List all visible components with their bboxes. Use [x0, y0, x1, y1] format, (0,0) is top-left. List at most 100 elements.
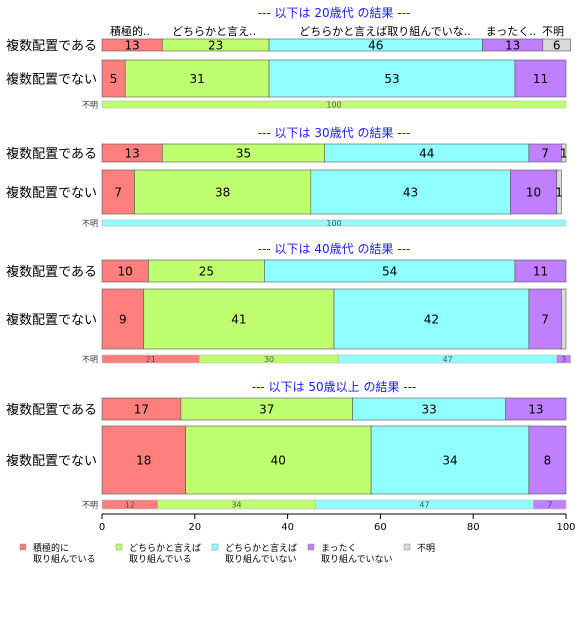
- bar-seg-2-1-2: [333, 288, 530, 350]
- bar-label-0-1-2: 53: [384, 72, 399, 86]
- bar-seg-1-1-4: [556, 169, 562, 215]
- bar-label-3-0-1: 37: [259, 403, 274, 417]
- bar-label-1-1-2: 43: [403, 186, 418, 200]
- x-tick-label-1: 20: [188, 522, 201, 533]
- bar-label-3-2-2: 47: [419, 501, 429, 510]
- bar-seg-1-0-4: [561, 143, 567, 163]
- column-header-2: どちらかと言えば取り組んでいな..: [299, 25, 470, 38]
- row-label-3-1: 複数配置でない: [6, 453, 97, 469]
- bar-label-2-2-2: 47: [443, 355, 453, 364]
- row-label-2-2: 不明: [82, 355, 98, 364]
- bar-label-1-2-2: 100: [326, 219, 341, 228]
- bar-label-1-1-0: 7: [114, 186, 122, 200]
- bar-label-3-0-0: 17: [134, 403, 149, 417]
- row-label-3-0: 複数配置である: [6, 402, 97, 418]
- legend-swatch-4: [403, 543, 411, 551]
- bar-seg-1-1-1: [134, 169, 312, 215]
- legend-label-0-0: 積極的に: [33, 542, 69, 554]
- bar-label-3-0-2: 33: [421, 403, 436, 417]
- bar-label-1-1-4: 1: [555, 186, 563, 200]
- row-label-0-2: 不明: [82, 101, 98, 110]
- row-label-2-1: 複数配置でない: [6, 312, 97, 328]
- column-header-0: 積極的..: [110, 24, 150, 38]
- group-title-0: --- 以下は 20歳代 の結果 ---: [258, 6, 411, 20]
- bar-label-1-0-3: 7: [541, 147, 549, 161]
- x-tick-label-5: 100: [556, 522, 575, 533]
- bar-label-0-0-4: 6: [553, 39, 561, 53]
- group-title-3: --- 以下は 50歳以上 の結果 ---: [252, 380, 417, 394]
- bar-seg-2-1-1: [143, 288, 335, 350]
- legend-label-3-0: まったく: [321, 543, 357, 554]
- bar-label-0-1-3: 11: [533, 72, 548, 86]
- bar-seg-3-1-0: [101, 425, 186, 495]
- bar-label-1-1-1: 38: [215, 186, 230, 200]
- bar-label-2-0-1: 25: [199, 265, 214, 279]
- bar-label-2-1-2: 42: [424, 313, 439, 327]
- bar-seg-3-1-1: [185, 425, 372, 495]
- x-tick-label-0: 0: [99, 522, 105, 533]
- x-tick-label-2: 40: [281, 522, 294, 533]
- bar-label-3-1-0: 18: [136, 454, 151, 468]
- legend-swatch-1: [115, 543, 123, 551]
- legend-label-1-0: どちらかと言えば: [129, 542, 201, 554]
- bar-label-1-0-2: 44: [419, 147, 434, 161]
- bar-label-0-2-1: 100: [326, 101, 341, 110]
- legend-label-2-1: 取り組んでいない: [225, 553, 297, 565]
- bar-label-1-1-3: 10: [526, 186, 541, 200]
- row-label-3-2: 不明: [82, 501, 98, 510]
- bar-seg-2-1-4: [561, 288, 567, 350]
- bar-label-3-1-3: 8: [544, 454, 552, 468]
- x-tick-label-4: 80: [467, 522, 480, 533]
- bar-seg-0-1-2: [268, 59, 516, 98]
- row-label-0-1: 複数配置でない: [6, 72, 97, 88]
- legend-swatch-3: [307, 543, 315, 551]
- bar-label-2-2-0: 21: [146, 355, 156, 364]
- bar-label-3-1-2: 34: [442, 454, 457, 468]
- bar-label-3-2-1: 34: [231, 501, 241, 510]
- bar-label-0-1-1: 31: [189, 72, 204, 86]
- legend-label-3-1: 取り組んでいない: [321, 553, 393, 565]
- bar-seg-0-1-1: [124, 59, 270, 98]
- legend-swatch-2: [211, 543, 219, 551]
- bar-label-0-0-2: 46: [368, 39, 383, 53]
- bar-seg-0-0-4: [542, 38, 571, 52]
- bar-seg-1-1-0: [101, 169, 135, 215]
- bar-label-3-0-3: 13: [528, 403, 543, 417]
- legend-label-4-0: 不明: [417, 543, 435, 554]
- row-label-0-0: 複数配置である: [6, 38, 97, 54]
- bar-label-2-2-3: 3: [561, 355, 566, 364]
- bar-label-3-1-1: 40: [271, 454, 286, 468]
- bar-label-2-1-0: 9: [119, 313, 127, 327]
- bar-seg-1-1-3: [510, 169, 558, 215]
- row-label-1-0: 複数配置である: [6, 146, 97, 162]
- legend-label-0-1: 取り組んでいる: [33, 553, 96, 565]
- row-label-1-1: 複数配置でない: [6, 185, 97, 201]
- bar-seg-1-1-2: [310, 169, 511, 215]
- row-label-2-0: 複数配置である: [6, 264, 97, 280]
- bar-seg-3-2-3: [533, 499, 567, 510]
- bar-seg-1-2-2: [101, 219, 567, 227]
- bar-label-2-0-3: 11: [533, 265, 548, 279]
- column-header-1: どちらかと言え..: [172, 25, 256, 38]
- bar-label-3-2-3: 7: [547, 501, 552, 510]
- bar-label-2-2-1: 30: [264, 355, 274, 364]
- bar-label-0-0-3: 13: [505, 39, 520, 53]
- bar-label-2-1-3: 7: [541, 313, 549, 327]
- column-header-3: まったく..: [486, 25, 537, 38]
- bar-label-2-1-1: 41: [231, 313, 246, 327]
- legend-label-1-1: 取り組んでいる: [129, 553, 192, 565]
- bar-seg-0-1-3: [514, 59, 567, 98]
- bar-label-2-0-2: 54: [382, 265, 397, 279]
- group-title-1: --- 以下は 30歳代 の結果 ---: [258, 126, 411, 140]
- x-tick-label-3: 60: [374, 522, 387, 533]
- bar-seg-3-0-3: [505, 397, 567, 421]
- bar-label-2-0-0: 10: [118, 265, 133, 279]
- row-label-1-2: 不明: [82, 219, 98, 228]
- bar-label-1-0-1: 35: [236, 147, 251, 161]
- column-header-4: 不明: [542, 25, 564, 38]
- bar-seg-3-1-2: [370, 425, 530, 495]
- bar-label-0-1-0: 5: [110, 72, 118, 86]
- bar-label-3-2-0: 12: [125, 501, 135, 510]
- bar-label-0-0-1: 23: [208, 39, 223, 53]
